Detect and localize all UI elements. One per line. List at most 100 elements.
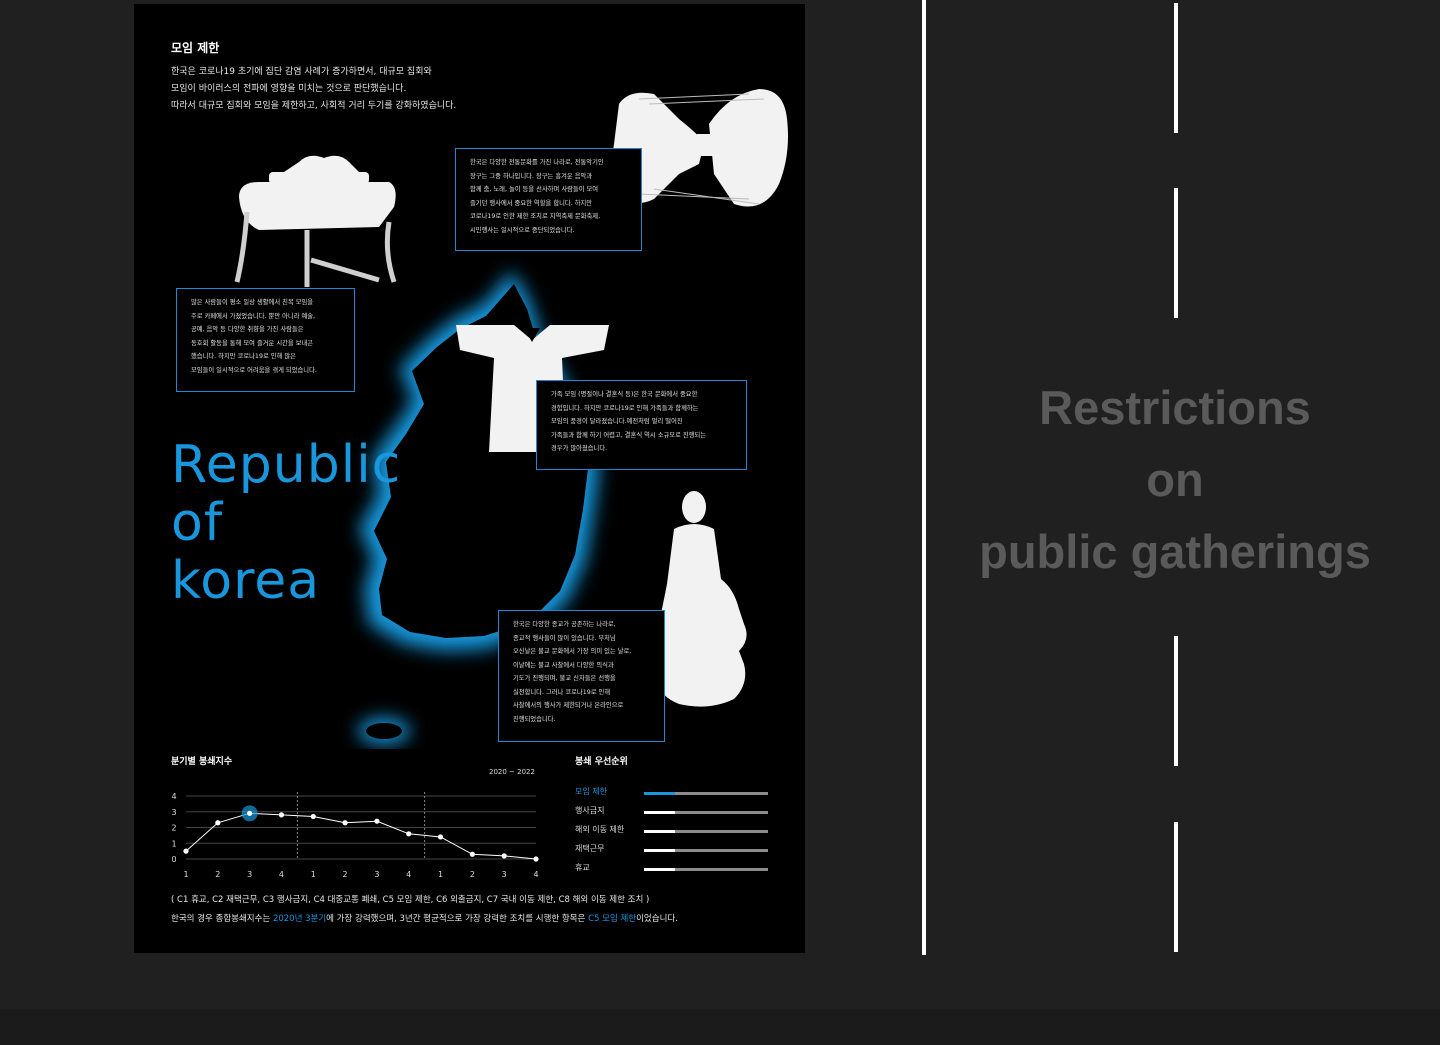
info-line: 기도가 진행되며, 불교 신자들은 선행을 [513,675,616,682]
x-tick-label: 4 [279,870,284,879]
footnote-highlight-measure: C5 모임 제한 [588,914,637,924]
data-point [406,831,412,837]
info-box-religion: 한국은 다양한 종교가 공존하는 나라로, 종교적 행사들이 많이 있습니다. … [498,610,665,742]
intro-line: 모임이 바이러스의 전파에 영향을 미치는 것으로 판단했습니다. [171,84,407,94]
buddha-statue-illustration [648,491,747,707]
y-tick-label: 2 [171,824,176,833]
data-point [374,818,380,824]
info-box-gatherings: 많은 사람들이 평소 일상 생활에서 친목 모임을 주로 카페에서 가졌었습니다… [176,288,355,392]
info-line: 가족들과 함께 하기 어렵고, 결혼식 역시 소규모로 진행되는 [551,431,707,439]
ranking-item: 휴교 [575,862,775,876]
ranking-label: 재택근무 [575,844,605,853]
footnote-text: 이었습니다. [636,914,678,924]
info-line: 코로나19로 인한 제한 조치로 지역축제 문화축제, [470,213,601,220]
info-line: 함께 춤, 노래, 놀이 등을 선사하며 사람들이 모여 [470,186,599,193]
data-point [183,848,189,854]
y-tick-label: 1 [171,839,176,848]
ranking-bar-track [644,849,768,852]
info-line: 오신날은 불교 문화에서 가장 의미 있는 날로, [513,648,632,655]
info-line: 모임들이 일시적으로 어려움을 겪게 되었습니다. [191,366,317,374]
y-tick-label: 3 [171,808,176,817]
section-title: 모임 제한 [171,41,220,55]
big-title-line: korea [171,551,321,611]
road-dash [1174,188,1178,318]
info-line: 장구는 그중 하나입니다. 장구는 흥겨운 음악과 [470,172,593,180]
ranking-bar-track [644,811,768,814]
info-line: 경험입니다. 하지만 코로나19로 인해 가족들과 함께하는 [551,404,699,412]
footnote-text: 한국의 경우 종합봉쇄지수는 [171,914,273,924]
chart-period: 2020 ~ 2022 [489,768,535,776]
intro-line: 따라서 대규모 집회와 모임을 제한하고, 사회적 거리 두기를 강화하였습니다… [171,101,457,111]
ranking-item: 모임 제한 [575,786,775,800]
info-line: 했습니다. 하지만 코로나19로 인해 많은 [191,353,296,360]
big-title-line: of [171,493,224,553]
road-dash [1174,636,1178,766]
x-tick-label: 1 [183,870,188,879]
info-line: 즐기던 행사에서 중요한 역할을 합니다. 하지만 [470,199,593,207]
hanbok-illustration [456,325,609,452]
table-illustration [234,155,397,287]
ranking-label: 행사금지 [575,806,605,815]
x-tick-label: 4 [406,870,411,879]
footnote-highlight-period: 2020년 3분기 [272,914,327,924]
data-point [533,856,539,862]
y-tick-label: 4 [171,792,176,801]
ranking-bar-fill [644,868,675,871]
ranking-item: 행사금지 [575,805,775,819]
info-box-family: 가족 모임 (명절이나 결혼식 등)은 한국 문화에서 중요한 경험입니다. 하… [536,380,747,470]
info-line: 한국은 다양한 종교가 공존하는 나라로, [513,621,616,628]
info-box-janggu: 한국은 다양한 전통문화를 가진 나라로, 전통악기인 장구는 그중 하나입니다… [455,148,642,251]
ranking-bar-track [644,868,768,871]
ranking-bar-track [644,830,768,833]
side-title-line: on [1146,453,1204,506]
data-point [469,851,475,857]
data-point [501,853,507,859]
ranking-label: 모임 제한 [575,787,607,796]
x-tick-label: 3 [374,870,379,879]
y-tick-label: 0 [171,855,176,864]
road-dash [1174,3,1178,133]
x-tick-label: 2 [215,870,220,879]
info-line: 사찰에서의 행사가 제한되거나 온라인으로 [513,702,624,709]
info-line: 경우가 많아졌습니다. [551,445,608,452]
divider-line [922,0,926,955]
ranking-bar-fill [644,811,675,814]
x-tick-label: 2 [343,870,348,879]
info-line: 주로 카페에서 가졌었습니다. 뿐만 아니라 예술, [191,312,316,320]
ranking-bar-fill [644,792,675,795]
info-line: 종교적 행사들이 많이 있습니다. 부처님 [513,634,616,642]
chart-title: 분기별 봉쇄지수 [171,757,233,767]
x-tick-label: 1 [311,870,316,879]
big-title-line: Republic [171,435,402,495]
footnote-text: 에 가장 강력했으며, 3년간 평균적으로 가장 강력한 조치를 시행한 항목은 [326,914,589,924]
ranking-item: 해외 이동 제한 [575,824,775,838]
data-point [310,813,316,820]
info-line: 가족 모임 (명절이나 결혼식 등)은 한국 문화에서 중요한 [551,391,698,398]
bottom-bar [0,1009,1440,1045]
ranking-bar-track [644,792,768,795]
data-point [215,820,221,826]
series-line [185,812,537,860]
side-title-line: Restrictions [1039,381,1311,434]
info-line: 진행되었습니다. [513,715,556,723]
info-line: 한국은 다양한 전통문화를 가진 나라로, 전통악기인 [470,159,604,166]
data-point [342,820,348,826]
info-line: 시민행사는 일시적으로 중단되었습니다. [470,226,575,234]
x-tick-label: 3 [247,870,252,879]
ranking-item: 재택근무 [575,843,775,857]
info-line: 많은 사람들이 평소 일상 생활에서 친목 모임을 [191,299,314,306]
ranking-bar-fill [644,849,675,852]
x-tick-label: 3 [502,870,507,879]
data-point [437,834,444,840]
footnote-summary: 한국의 경우 종합봉쇄지수는 2020년 3분기에 가장 강력했으며, 3년간 … [171,912,678,924]
data-point [247,810,253,816]
x-tick-label: 2 [470,870,475,879]
ranking-title: 봉쇄 우선순위 [575,757,628,767]
x-tick-label: 4 [533,870,538,879]
intro-line: 한국은 코로나19 초기에 집단 감염 사례가 증가하면서, 대규모 집회와 [171,67,432,77]
info-line: 동호회 활동을 통해 모여 즐거운 시간을 보내곤 [191,339,314,347]
ranking-label: 해외 이동 제한 [575,825,625,834]
side-title: Restrictions on public gatherings [930,372,1420,588]
intro-text: 한국은 코로나19 초기에 집단 감염 사례가 증가하면서, 대규모 집회와 모… [171,64,531,115]
